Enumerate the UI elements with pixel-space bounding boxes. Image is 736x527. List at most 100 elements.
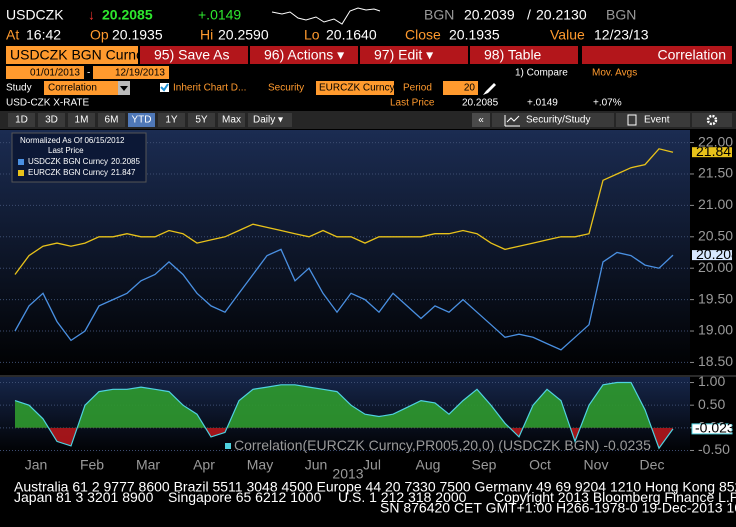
footer-text: Japan 81 3 3201 8900 — [14, 489, 154, 505]
x-axis-label: 2013 — [332, 466, 363, 482]
charts: 18.50 19.00 19.50 20.00 20.50 21.00 21.50 22.00… — [0, 133, 736, 482]
y-tick-label: 20.50 — [698, 227, 733, 243]
menu-button-label[interactable]: 98) Table — [484, 47, 542, 63]
start-date[interactable]: 01/01/2013 — [30, 68, 80, 79]
checkmark — [160, 83, 169, 92]
frequency[interactable]: Daily ▾ — [253, 115, 283, 126]
event[interactable]: Event — [644, 115, 670, 126]
range-button[interactable] — [8, 113, 35, 127]
range-button-label[interactable]: 1M — [75, 115, 89, 126]
x-tick-label: Jan — [25, 457, 48, 473]
menu-button[interactable] — [470, 46, 578, 64]
bid: 20.2039 — [464, 7, 515, 23]
y-tick-label: 1.00 — [698, 373, 725, 389]
legend-name: USDCZK BGN Curncy — [28, 157, 108, 166]
ticker: USDCZK — [6, 7, 64, 23]
range-button-label[interactable]: 3D — [45, 115, 58, 126]
legend-swatch — [18, 159, 24, 165]
menu-button-label[interactable]: 96) Actions ▾ — [264, 47, 344, 63]
menu-button-label[interactable]: 95) Save As — [154, 47, 230, 63]
detail-value: 12/23/13 — [594, 27, 649, 43]
period-box[interactable] — [443, 81, 478, 95]
study-dropdown[interactable] — [44, 81, 130, 95]
security-study-button[interactable] — [492, 113, 614, 127]
x-tick-label: Dec — [640, 457, 665, 473]
settings-button[interactable] — [692, 113, 732, 127]
x-tick-label: Jun — [305, 457, 328, 473]
period[interactable]: 20 — [464, 83, 476, 94]
y-tick-label: -0.50 — [698, 441, 730, 457]
legend-swatch — [225, 443, 231, 449]
detail-value: 20.2590 — [218, 27, 269, 43]
last-value-label: 20.2085 — [696, 246, 736, 262]
footer: Australia 61 2 9777 8600 Brazil 5511 304… — [14, 479, 736, 516]
detail-label: Hi — [200, 27, 213, 43]
range-button[interactable] — [158, 113, 185, 127]
menu-button[interactable] — [250, 46, 358, 64]
start-date-box[interactable] — [6, 66, 84, 79]
security[interactable]: USDCZK BGN Curncy — [10, 47, 150, 63]
detail-value: 16:42 — [26, 27, 61, 43]
event-button[interactable] — [616, 113, 690, 127]
ask-source: BGN — [606, 7, 636, 23]
last-value-box — [692, 250, 732, 261]
range-button[interactable] — [188, 113, 215, 127]
last-value-label: -0.0235 — [695, 420, 736, 436]
range-button-label[interactable]: Max — [222, 115, 241, 126]
pen-icon[interactable] — [483, 83, 496, 95]
study-security[interactable]: EURCZK Curncy — [319, 83, 395, 94]
info-change: +.0149 — [527, 98, 558, 109]
detail-label: Close — [405, 27, 441, 43]
range-button-label[interactable]: YTD — [132, 115, 152, 126]
menu-button[interactable] — [140, 46, 248, 64]
last-price-label: Last Price — [390, 98, 435, 109]
range-button[interactable] — [218, 113, 245, 127]
study[interactable]: Correlation — [48, 83, 97, 94]
range-button-label[interactable]: 1Y — [165, 115, 178, 126]
dropdown-arrow — [120, 86, 128, 91]
range-button-label[interactable]: 1D — [15, 115, 28, 126]
y-tick-label: 19.50 — [698, 290, 733, 306]
gear-icon — [706, 114, 718, 126]
end-date[interactable]: 12/19/2013 — [115, 68, 165, 79]
y-tick-label: 19.00 — [698, 322, 733, 338]
range-button[interactable] — [98, 113, 125, 127]
net-change: +.0149 — [198, 7, 241, 23]
range-button-label[interactable]: 6M — [105, 115, 119, 126]
price-line — [14, 248, 674, 351]
collapse-button[interactable] — [472, 113, 490, 127]
range-button[interactable] — [128, 113, 155, 127]
detail-label: At — [6, 27, 19, 43]
normalized-note: Normalized As Of 06/15/2012 — [20, 136, 125, 145]
detail-value: 20.1935 — [449, 27, 500, 43]
y-tick-label: 20.00 — [698, 259, 733, 275]
study-security-box[interactable] — [316, 81, 394, 95]
quote-details: At 16:42 Op 20.1935 Hi 20.2590 Lo 20.1640 Close 2… — [6, 27, 649, 43]
x-tick-label: Feb — [80, 457, 104, 473]
security-study[interactable]: Security/Study — [526, 115, 590, 126]
compare[interactable]: 1) Compare — [515, 68, 568, 79]
range-button[interactable] — [38, 113, 65, 127]
menu-button-label[interactable]: 97) Edit ▾ — [374, 47, 433, 63]
frequency-button[interactable] — [248, 113, 292, 127]
y-tick-label: 18.50 — [698, 353, 733, 369]
footer-text: Australia 61 2 9777 8600 Brazil 5511 304… — [14, 479, 736, 495]
positive-area — [15, 382, 652, 428]
legend-box — [11, 132, 147, 183]
security-box[interactable] — [6, 46, 138, 64]
range-button[interactable] — [68, 113, 95, 127]
down-arrow: ↓ — [88, 7, 95, 23]
inherit-chart: Inherit Chart D... — [173, 83, 246, 94]
correlation-line — [14, 381, 674, 450]
legend-swatch — [18, 170, 24, 176]
menu-button[interactable] — [360, 46, 468, 64]
end-date-box[interactable] — [93, 66, 169, 79]
x-tick-label: Apr — [193, 457, 215, 473]
date-dash: - — [87, 68, 90, 79]
mov-avgs[interactable]: Mov. Avgs — [592, 68, 637, 79]
x-tick-label: Sep — [472, 457, 497, 473]
detail-value: 20.1935 — [112, 27, 163, 43]
range-button-label[interactable]: 5Y — [195, 115, 208, 126]
collapse[interactable]: « — [478, 115, 484, 126]
